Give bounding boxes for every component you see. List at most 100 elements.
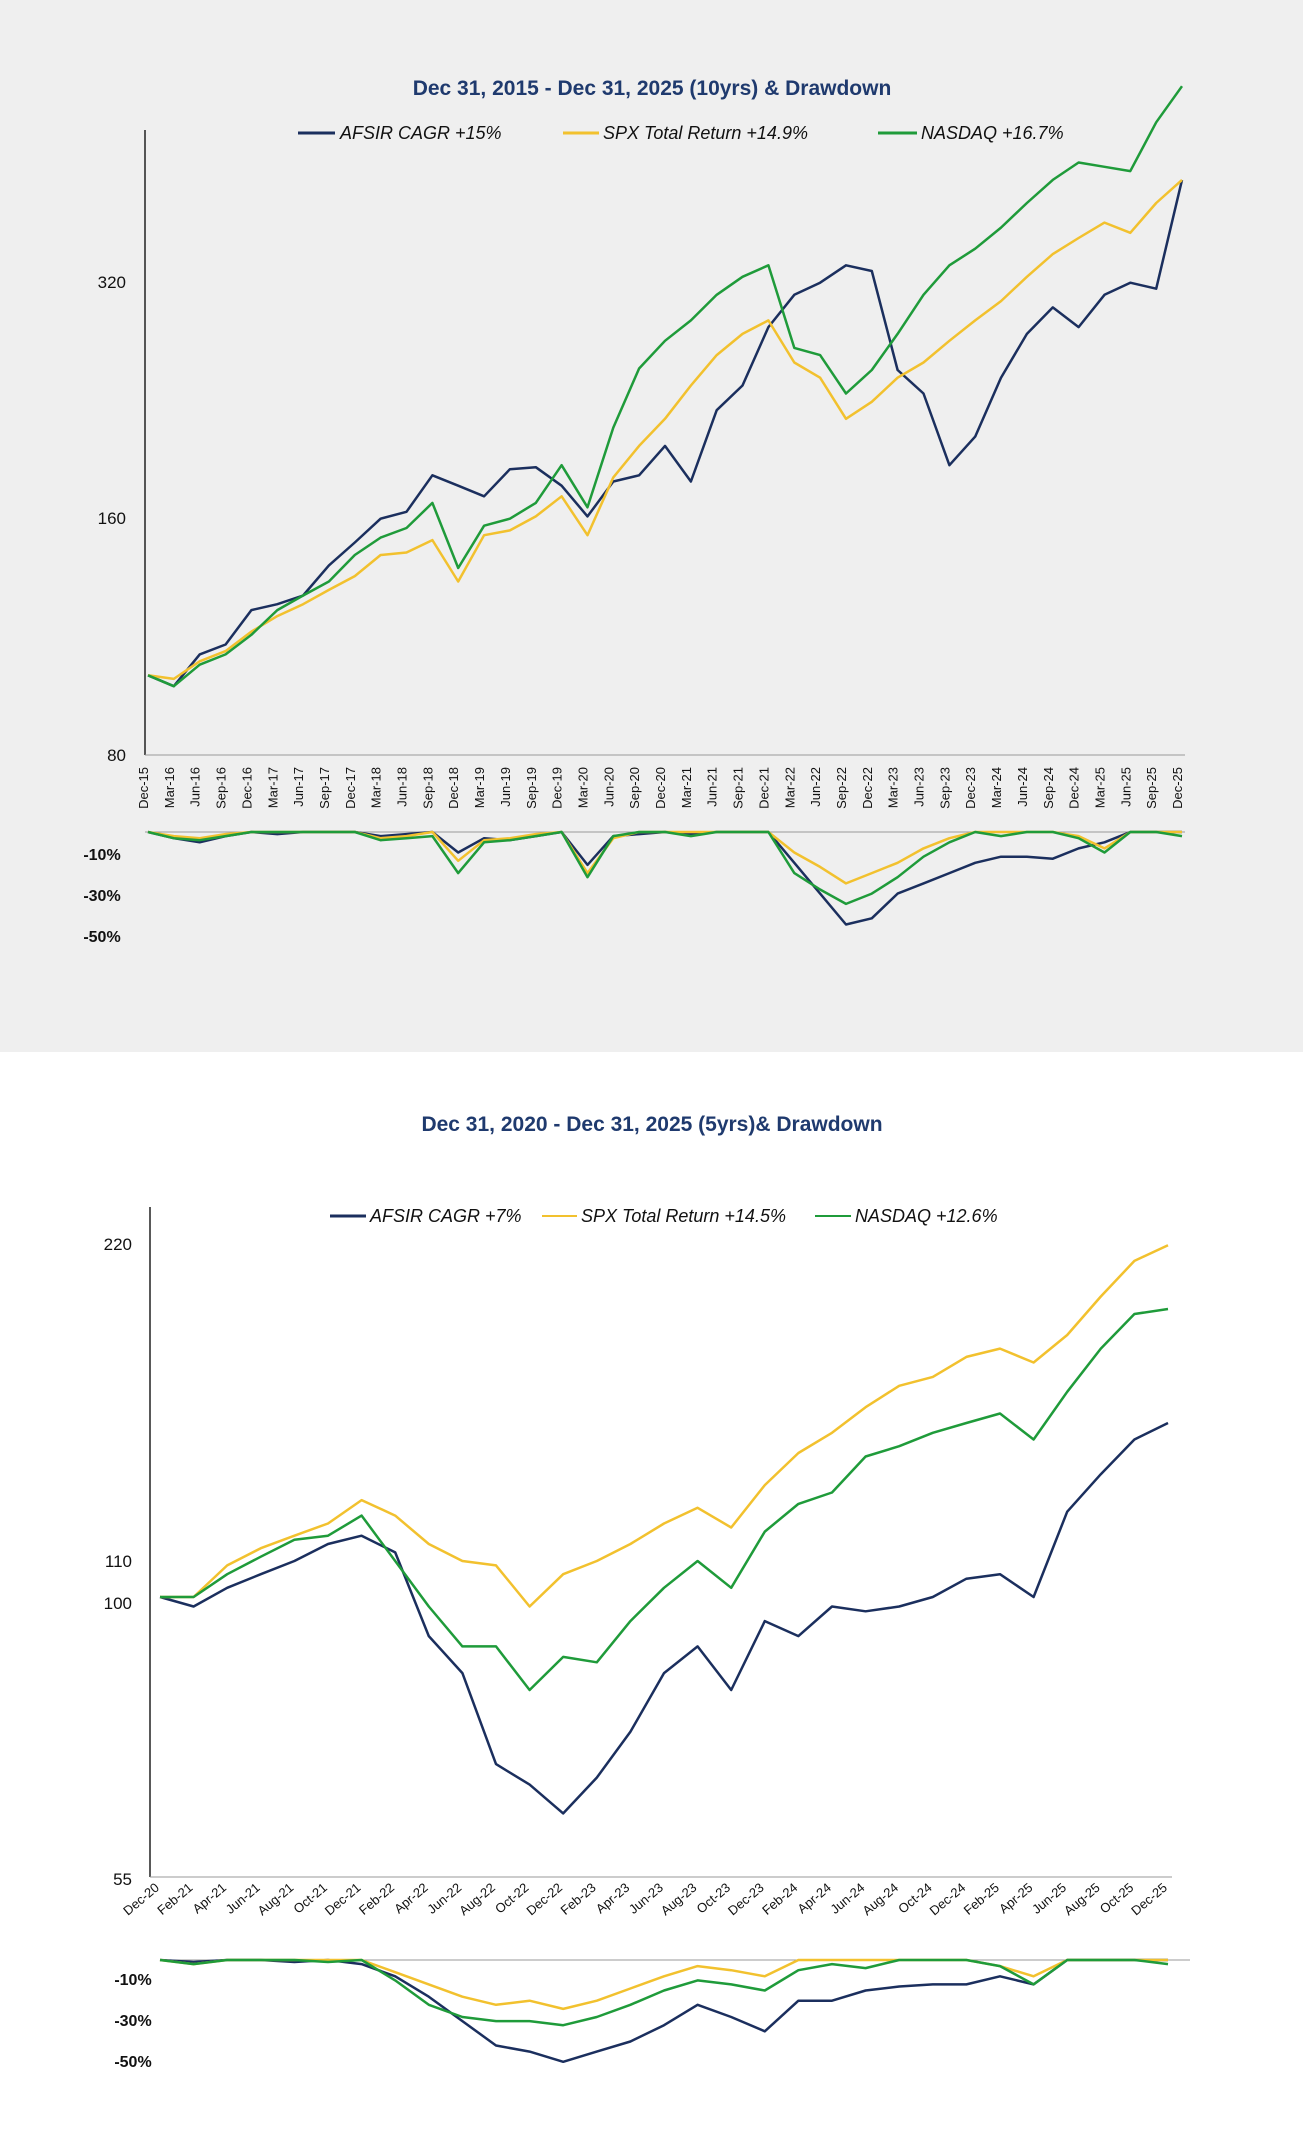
x-tick-label: Aug-25 (1061, 1880, 1103, 1918)
x-tick-label: Apr-22 (391, 1880, 431, 1917)
drawdown-line-nasdaq (147, 830, 1183, 906)
x-tick-label: Aug-23 (658, 1880, 700, 1918)
x-tick-label: Sep-21 (731, 767, 746, 809)
legend-label-nasdaq: NASDAQ +16.7% (921, 123, 1064, 143)
x-tick-label: Dec-23 (963, 767, 978, 809)
y-tick-label: 110 (105, 1552, 132, 1571)
drawdown-tick-label: -50% (83, 929, 120, 946)
x-tick-label: Jun-25 (1118, 767, 1133, 807)
x-tick-label: Dec-21 (322, 1880, 364, 1918)
x-tick-label: Sep-22 (834, 767, 849, 809)
x-tick-label: Jun-20 (601, 767, 616, 807)
series-line-nasdaq (160, 1307, 1169, 1692)
x-tick-label: Jun-24 (827, 1880, 867, 1917)
x-tick-label: Dec-22 (523, 1880, 565, 1918)
x-tick-label: Mar-21 (679, 767, 694, 808)
x-tick-label: Dec-25 (1128, 1880, 1170, 1918)
y-tick-label: 55 (113, 1870, 132, 1889)
x-tick-label: Feb-22 (356, 1880, 397, 1918)
x-tick-label: Sep-17 (317, 767, 332, 809)
main-series (147, 85, 1184, 688)
x-tick-label: Mar-22 (782, 767, 797, 808)
y-tick-label: 80 (107, 746, 126, 765)
x-tick-label: Jun-21 (705, 767, 720, 807)
x-tick-labels: Dec-20Feb-21Apr-21Jun-21Aug-21Oct-21Dec-… (120, 1880, 1170, 1918)
legend: AFSIR CAGR +7% SPX Total Return +14.5% N… (330, 1206, 998, 1226)
x-tick-label: Sep-16 (214, 767, 229, 809)
x-tick-label: Dec-15 (136, 767, 151, 809)
chart-10yr: Dec 31, 2015 - Dec 31, 2025 (10yrs) & Dr… (83, 77, 1185, 946)
chart-title: Dec 31, 2015 - Dec 31, 2025 (10yrs) & Dr… (413, 77, 892, 100)
x-tick-label: Mar-17 (265, 767, 280, 808)
legend-label-spx: SPX Total Return +14.5% (581, 1206, 786, 1226)
y-tick-label: 220 (104, 1235, 132, 1254)
drawdown-series (147, 830, 1183, 926)
chart-5yr: Dec 31, 2020 - Dec 31, 2025 (5yrs)& Draw… (104, 1113, 1190, 2071)
x-tick-label: Dec-17 (343, 767, 358, 809)
x-tick-label: Apr-21 (190, 1880, 230, 1917)
main-series (159, 1244, 1169, 1815)
legend-label-afsir: AFSIR CAGR +7% (369, 1206, 522, 1226)
series-line-nasdaq (147, 85, 1184, 688)
x-tick-label: Sep-23 (937, 767, 952, 809)
x-tick-label: Aug-22 (456, 1880, 498, 1918)
y-tick-label: 160 (98, 509, 126, 528)
y-tick-label: 100 (104, 1594, 132, 1613)
x-tick-label: Sep-20 (627, 767, 642, 809)
drawdown-line-spx (159, 1958, 1168, 2011)
drawdown-line-afsir (147, 830, 1182, 926)
x-tick-label: Dec-18 (446, 767, 461, 809)
x-tick-label: Jun-24 (1015, 767, 1030, 807)
x-tick-label: Apr-24 (794, 1880, 834, 1917)
y-tick-label: 320 (98, 273, 126, 292)
x-tick-label: Mar-23 (886, 767, 901, 808)
x-tick-label: Dec-24 (927, 1880, 969, 1918)
x-tick-label: Sep-19 (524, 767, 539, 809)
drawdown-tick-label: -10% (114, 1972, 151, 1989)
x-tick-label: Feb-23 (558, 1880, 599, 1918)
legend-label-spx: SPX Total Return +14.9% (603, 123, 808, 143)
x-tick-label: Dec-25 (1170, 767, 1185, 809)
series-line-spx (147, 178, 1183, 681)
drawdown-series (159, 1958, 1169, 2064)
chart-panel-5yr: Dec 31, 2020 - Dec 31, 2025 (5yrs)& Draw… (0, 1052, 1303, 2149)
x-tick-label: Aug-24 (859, 1880, 901, 1918)
x-tick-label: Jun-19 (498, 767, 513, 807)
x-tick-label: Mar-18 (369, 767, 384, 808)
x-tick-label: Dec-22 (860, 767, 875, 809)
x-tick-label: Dec-21 (756, 767, 771, 809)
x-tick-label: Jun-17 (291, 767, 306, 807)
drawdown-tick-label: -10% (83, 847, 120, 864)
x-tick-label: Sep-25 (1144, 767, 1159, 809)
x-tick-label: Aug-21 (255, 1880, 297, 1918)
x-tick-label: Feb-25 (961, 1880, 1002, 1918)
x-tick-label: Dec-16 (239, 767, 254, 809)
x-tick-label: Jun-23 (912, 767, 927, 807)
x-tick-label: Jun-21 (223, 1880, 263, 1917)
x-tick-label: Dec-20 (653, 767, 668, 809)
x-tick-label: Jun-22 (808, 767, 823, 807)
x-tick-label: Mar-20 (575, 767, 590, 808)
x-tick-label: Sep-24 (1041, 767, 1056, 809)
legend-label-nasdaq: NASDAQ +12.6% (855, 1206, 998, 1226)
legend: AFSIR CAGR +15% SPX Total Return +14.9% … (298, 123, 1064, 143)
drawdown-tick-label: -30% (114, 2013, 151, 2030)
x-tick-label: Apr-25 (996, 1880, 1036, 1917)
x-tick-labels: Dec-15 Mar-16 Jun-16 Sep-16 Dec-16 Mar-17 Jun-… (136, 767, 1185, 809)
x-tick-label: Mar-24 (989, 767, 1004, 808)
x-tick-label: Sep-18 (420, 767, 435, 809)
x-tick-label: Dec-23 (725, 1880, 767, 1918)
drawdown-line-nasdaq (159, 1958, 1169, 2027)
x-tick-label: Jun-22 (424, 1880, 464, 1917)
x-tick-label: Jun-23 (626, 1880, 666, 1917)
x-tick-label: Mar-16 (162, 767, 177, 808)
series-line-spx (160, 1244, 1169, 1608)
drawdown-tick-label: -30% (83, 888, 120, 905)
x-tick-label: Dec-19 (550, 767, 565, 809)
x-tick-label: Jun-25 (1029, 1880, 1069, 1917)
x-tick-label: Apr-23 (593, 1880, 633, 1917)
x-tick-label: Mar-25 (1092, 767, 1107, 808)
series-line-afsir (147, 179, 1184, 688)
legend-label-afsir: AFSIR CAGR +15% (339, 123, 502, 143)
x-tick-label: Jun-16 (188, 767, 203, 807)
